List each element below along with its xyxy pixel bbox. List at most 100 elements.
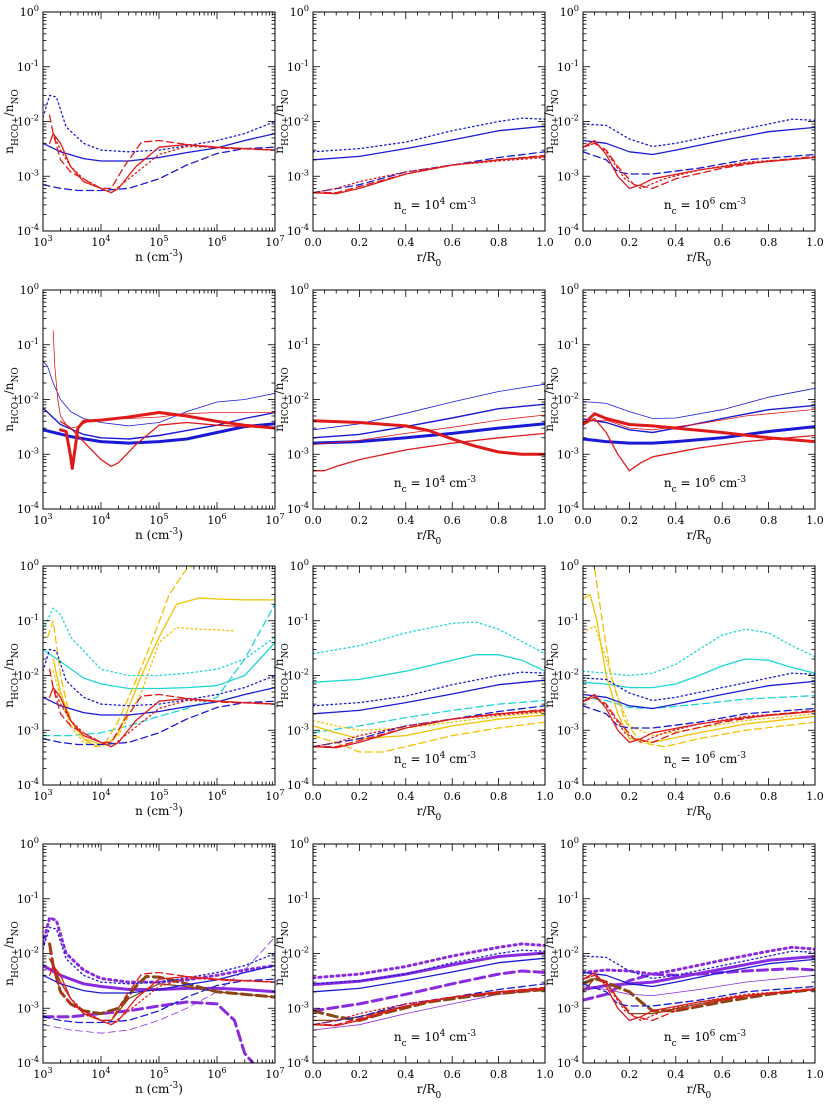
x-tick-label: 103 bbox=[33, 233, 52, 249]
x-tick-label: 1.0 bbox=[806, 1068, 824, 1081]
x-tick-label: 107 bbox=[265, 1065, 284, 1081]
x-tick-label: 0.4 bbox=[397, 790, 415, 803]
y-tick-label: 10-2 bbox=[557, 113, 579, 129]
x-tick-label: 0.2 bbox=[621, 236, 639, 249]
series-blue-solid-3 bbox=[313, 422, 545, 445]
series-blue-dashed-9 bbox=[43, 700, 275, 746]
y-tick-label: 10-1 bbox=[557, 612, 579, 628]
x-tick-label: 104 bbox=[91, 1065, 110, 1081]
x-tick-label: 0.8 bbox=[760, 1068, 778, 1081]
series-red-solid-4 bbox=[313, 155, 545, 195]
panel-r1-c2: 100 10-1 10-2 10-3 10-40.0 0.2 0.4 0.6 0.8 1.0 r/R… bbox=[272, 3, 554, 269]
series-blue-dotted-7 bbox=[313, 949, 545, 985]
series-red-dashed-11 bbox=[313, 708, 545, 748]
density-annotation: nc = 106 cm-3 bbox=[664, 475, 746, 495]
series-blue-dashed-3 bbox=[313, 151, 545, 194]
series-cyan-solid-2 bbox=[583, 658, 815, 689]
series-cyan-dashed-3 bbox=[43, 603, 275, 737]
x-tick-label: 0.2 bbox=[351, 790, 369, 803]
density-annotation: nc = 104 cm-3 bbox=[394, 475, 476, 495]
series-group bbox=[43, 916, 275, 1063]
x-tick-label: 103 bbox=[33, 1065, 52, 1081]
x-tick-label: 0.8 bbox=[760, 790, 778, 803]
series-blue-dotted-7 bbox=[43, 648, 275, 707]
series-red-solid-6 bbox=[313, 419, 545, 456]
x-tick-label: 0.2 bbox=[351, 1068, 369, 1081]
y-tick-label: 10-1 bbox=[287, 612, 309, 628]
density-annotation: nc = 106 cm-3 bbox=[664, 197, 746, 217]
x-axis-label: n (cm-3) bbox=[135, 527, 183, 542]
x-tick-label: 0.2 bbox=[351, 514, 369, 527]
series-red-dashed-11 bbox=[48, 946, 275, 1022]
series-purple-solid-2 bbox=[43, 964, 275, 994]
y-tick-label: 10-2 bbox=[557, 945, 579, 961]
series-blue-solid-8 bbox=[313, 957, 545, 993]
x-tick-label: 107 bbox=[265, 511, 284, 527]
series-red-dashed-5 bbox=[48, 114, 275, 190]
panel-r2-c2: 100 10-1 10-2 10-3 10-40.0 0.2 0.4 0.6 0.8 1.0 r/R… bbox=[272, 281, 554, 547]
series-red-dotted-12 bbox=[583, 974, 815, 1022]
series-red-solid-4 bbox=[583, 408, 815, 431]
series-group bbox=[43, 94, 275, 194]
y-tick-label: 10-3 bbox=[557, 167, 579, 183]
y-tick-label: 100 bbox=[560, 281, 579, 297]
series-blue-dashed-9 bbox=[583, 705, 815, 729]
y-axis-label: nHCO+/nNO bbox=[2, 367, 21, 431]
series-red-dashed-11 bbox=[583, 974, 815, 1022]
x-tick-label: 0.6 bbox=[443, 1068, 461, 1081]
x-tick-label: 1.0 bbox=[536, 790, 554, 803]
density-annotation: nc = 106 cm-3 bbox=[664, 751, 746, 771]
series-blue-solid-1 bbox=[313, 383, 545, 431]
y-tick-label: 10-4 bbox=[17, 222, 39, 238]
density-annotation: nc = 104 cm-3 bbox=[394, 197, 476, 217]
series-purple-dotted-1 bbox=[43, 916, 275, 984]
series-blue-solid-8 bbox=[583, 958, 815, 988]
x-axis-label: r/R0 bbox=[687, 804, 712, 823]
series-gold-dashed-5 bbox=[313, 721, 545, 753]
x-tick-label: 1.0 bbox=[806, 236, 824, 249]
panel-r3-c2: 100 10-1 10-2 10-3 10-40.0 0.2 0.4 0.6 0.8 1.0 r/R… bbox=[272, 557, 554, 823]
x-tick-label: 104 bbox=[91, 233, 110, 249]
series-group bbox=[583, 566, 815, 748]
x-tick-label: 0.6 bbox=[443, 236, 461, 249]
series-purple-dashed-3 bbox=[583, 967, 815, 1002]
x-tick-label: 0.6 bbox=[443, 790, 461, 803]
series-blue-solid-2 bbox=[583, 126, 815, 156]
y-tick-label: 100 bbox=[560, 557, 579, 573]
series-gold-solid-4 bbox=[583, 593, 815, 744]
series-gold-dotted-6 bbox=[52, 626, 236, 748]
x-tick-label: 0.2 bbox=[351, 236, 369, 249]
y-axis-label: nHCO+/nNO bbox=[542, 89, 561, 153]
x-tick-label: 0.2 bbox=[621, 790, 639, 803]
y-tick-label: 10-1 bbox=[17, 612, 39, 628]
y-tick-label: 10-3 bbox=[287, 167, 309, 183]
x-tick-label: 105 bbox=[149, 1065, 168, 1081]
series-purple-dotted-1 bbox=[313, 942, 545, 980]
x-axis-label: r/R0 bbox=[417, 804, 442, 823]
series-group bbox=[583, 118, 815, 190]
series-blue-dotted-1 bbox=[43, 94, 275, 153]
x-tick-label: 0.0 bbox=[574, 1068, 592, 1081]
x-tick-label: 0.8 bbox=[490, 790, 508, 803]
series-blue-dashed-3 bbox=[43, 146, 275, 192]
x-tick-label: 1.0 bbox=[536, 514, 554, 527]
series-group bbox=[313, 383, 545, 472]
x-tick-label: 0.0 bbox=[304, 790, 322, 803]
x-axis-label: r/R0 bbox=[417, 1082, 442, 1101]
x-tick-label: 1.0 bbox=[536, 236, 554, 249]
plot-frame bbox=[42, 565, 276, 786]
y-tick-label: 10-3 bbox=[287, 999, 309, 1015]
series-blue-dotted-7 bbox=[583, 672, 815, 702]
series-red-dotted-12 bbox=[52, 964, 275, 1026]
x-tick-label: 0.6 bbox=[713, 514, 731, 527]
x-tick-label: 0.0 bbox=[304, 514, 322, 527]
series-red-dashed-5 bbox=[313, 154, 545, 194]
series-blue-dashed-3 bbox=[583, 151, 815, 175]
density-annotation: nc = 104 cm-3 bbox=[394, 751, 476, 771]
series-blue-dashed-9 bbox=[43, 978, 275, 1024]
y-tick-label: 100 bbox=[290, 3, 309, 19]
y-tick-label: 10-4 bbox=[287, 500, 309, 516]
y-axis-label: nHCO+/nNO bbox=[542, 921, 561, 985]
